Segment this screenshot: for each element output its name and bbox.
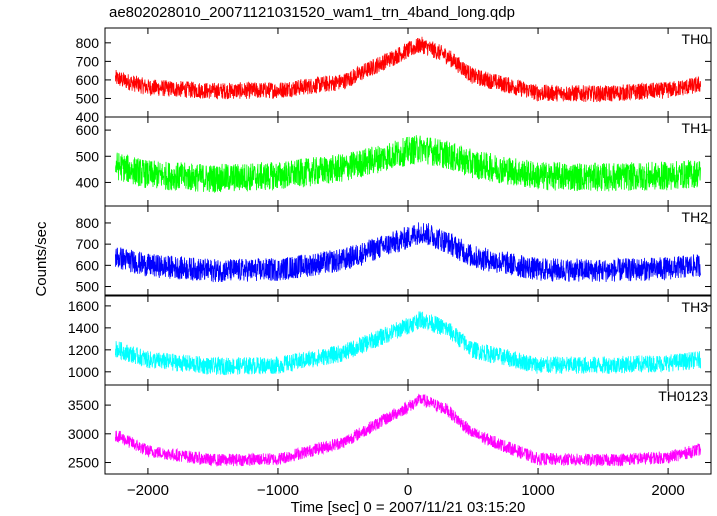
y-tick-label: 500 <box>76 279 100 295</box>
y-tick-label: 400 <box>76 174 100 190</box>
series-name-label: TH2 <box>682 209 709 225</box>
series-name-label: TH3 <box>682 299 709 315</box>
series-line-th3 <box>115 311 701 376</box>
y-tick-label: 1600 <box>68 298 99 314</box>
y-tick-label: 600 <box>76 72 100 88</box>
panel-th0: 400 500 600 700 800 TH0 <box>76 27 712 125</box>
panel-frame <box>104 116 712 207</box>
panel-th2: 500 600 700 800 TH2 <box>76 205 712 296</box>
series-line-th0 <box>115 36 701 103</box>
y-tick-label: 500 <box>76 90 100 106</box>
y-tick-label: 700 <box>76 53 100 69</box>
y-tick-label: 1200 <box>68 342 99 358</box>
panel-frame <box>104 205 712 296</box>
y-tick-label: 1000 <box>68 364 99 380</box>
x-tick-label: −1000 <box>257 482 299 499</box>
y-tick-label: 3000 <box>68 426 99 442</box>
x-axis-label: Time [sec] 0 = 2007/11/21 03:15:20 <box>291 499 526 516</box>
y-tick-label: 800 <box>76 215 100 231</box>
x-tick-label: −2000 <box>127 482 169 499</box>
y-tick-label: 600 <box>76 122 100 138</box>
chart-title: ae802028010_20071121031520_wam1_trn_4ban… <box>109 4 515 21</box>
x-tick-label: 0 <box>404 482 412 499</box>
series-line-th2 <box>115 222 701 283</box>
y-tick-label: 800 <box>76 35 100 51</box>
y-axis-label: Counts/sec <box>33 221 50 297</box>
y-tick-label: 3500 <box>68 397 99 413</box>
panels-group: 400 500 600 700 800 TH0 400 500 600 TH1 500 600 700 8… <box>68 27 712 475</box>
panel-th1: 400 500 600 TH1 <box>76 116 712 207</box>
series-name-label: TH0123 <box>658 388 708 404</box>
x-tick-label: 1000 <box>521 482 554 499</box>
series-name-label: TH1 <box>682 120 709 136</box>
y-tick-label: 1400 <box>68 320 99 336</box>
x-tick-label: 2000 <box>651 482 684 499</box>
series-name-label: TH0 <box>682 31 709 47</box>
y-tick-label: 2500 <box>68 455 99 471</box>
x-axis: −2000 −1000 0 1000 2000 <box>127 482 685 499</box>
panel-th0123: 2500 3000 3500 TH0123 <box>68 384 712 475</box>
y-tick-label: 600 <box>76 257 100 273</box>
panel-frame <box>104 27 712 118</box>
y-tick-label: 500 <box>76 148 100 164</box>
series-line-th1 <box>115 135 701 193</box>
series-line-th0123 <box>115 393 701 467</box>
y-tick-label: 700 <box>76 236 100 252</box>
y-tick-label: 400 <box>76 109 100 125</box>
panel-th3: 1000 1200 1400 1600 TH3 <box>68 295 712 386</box>
